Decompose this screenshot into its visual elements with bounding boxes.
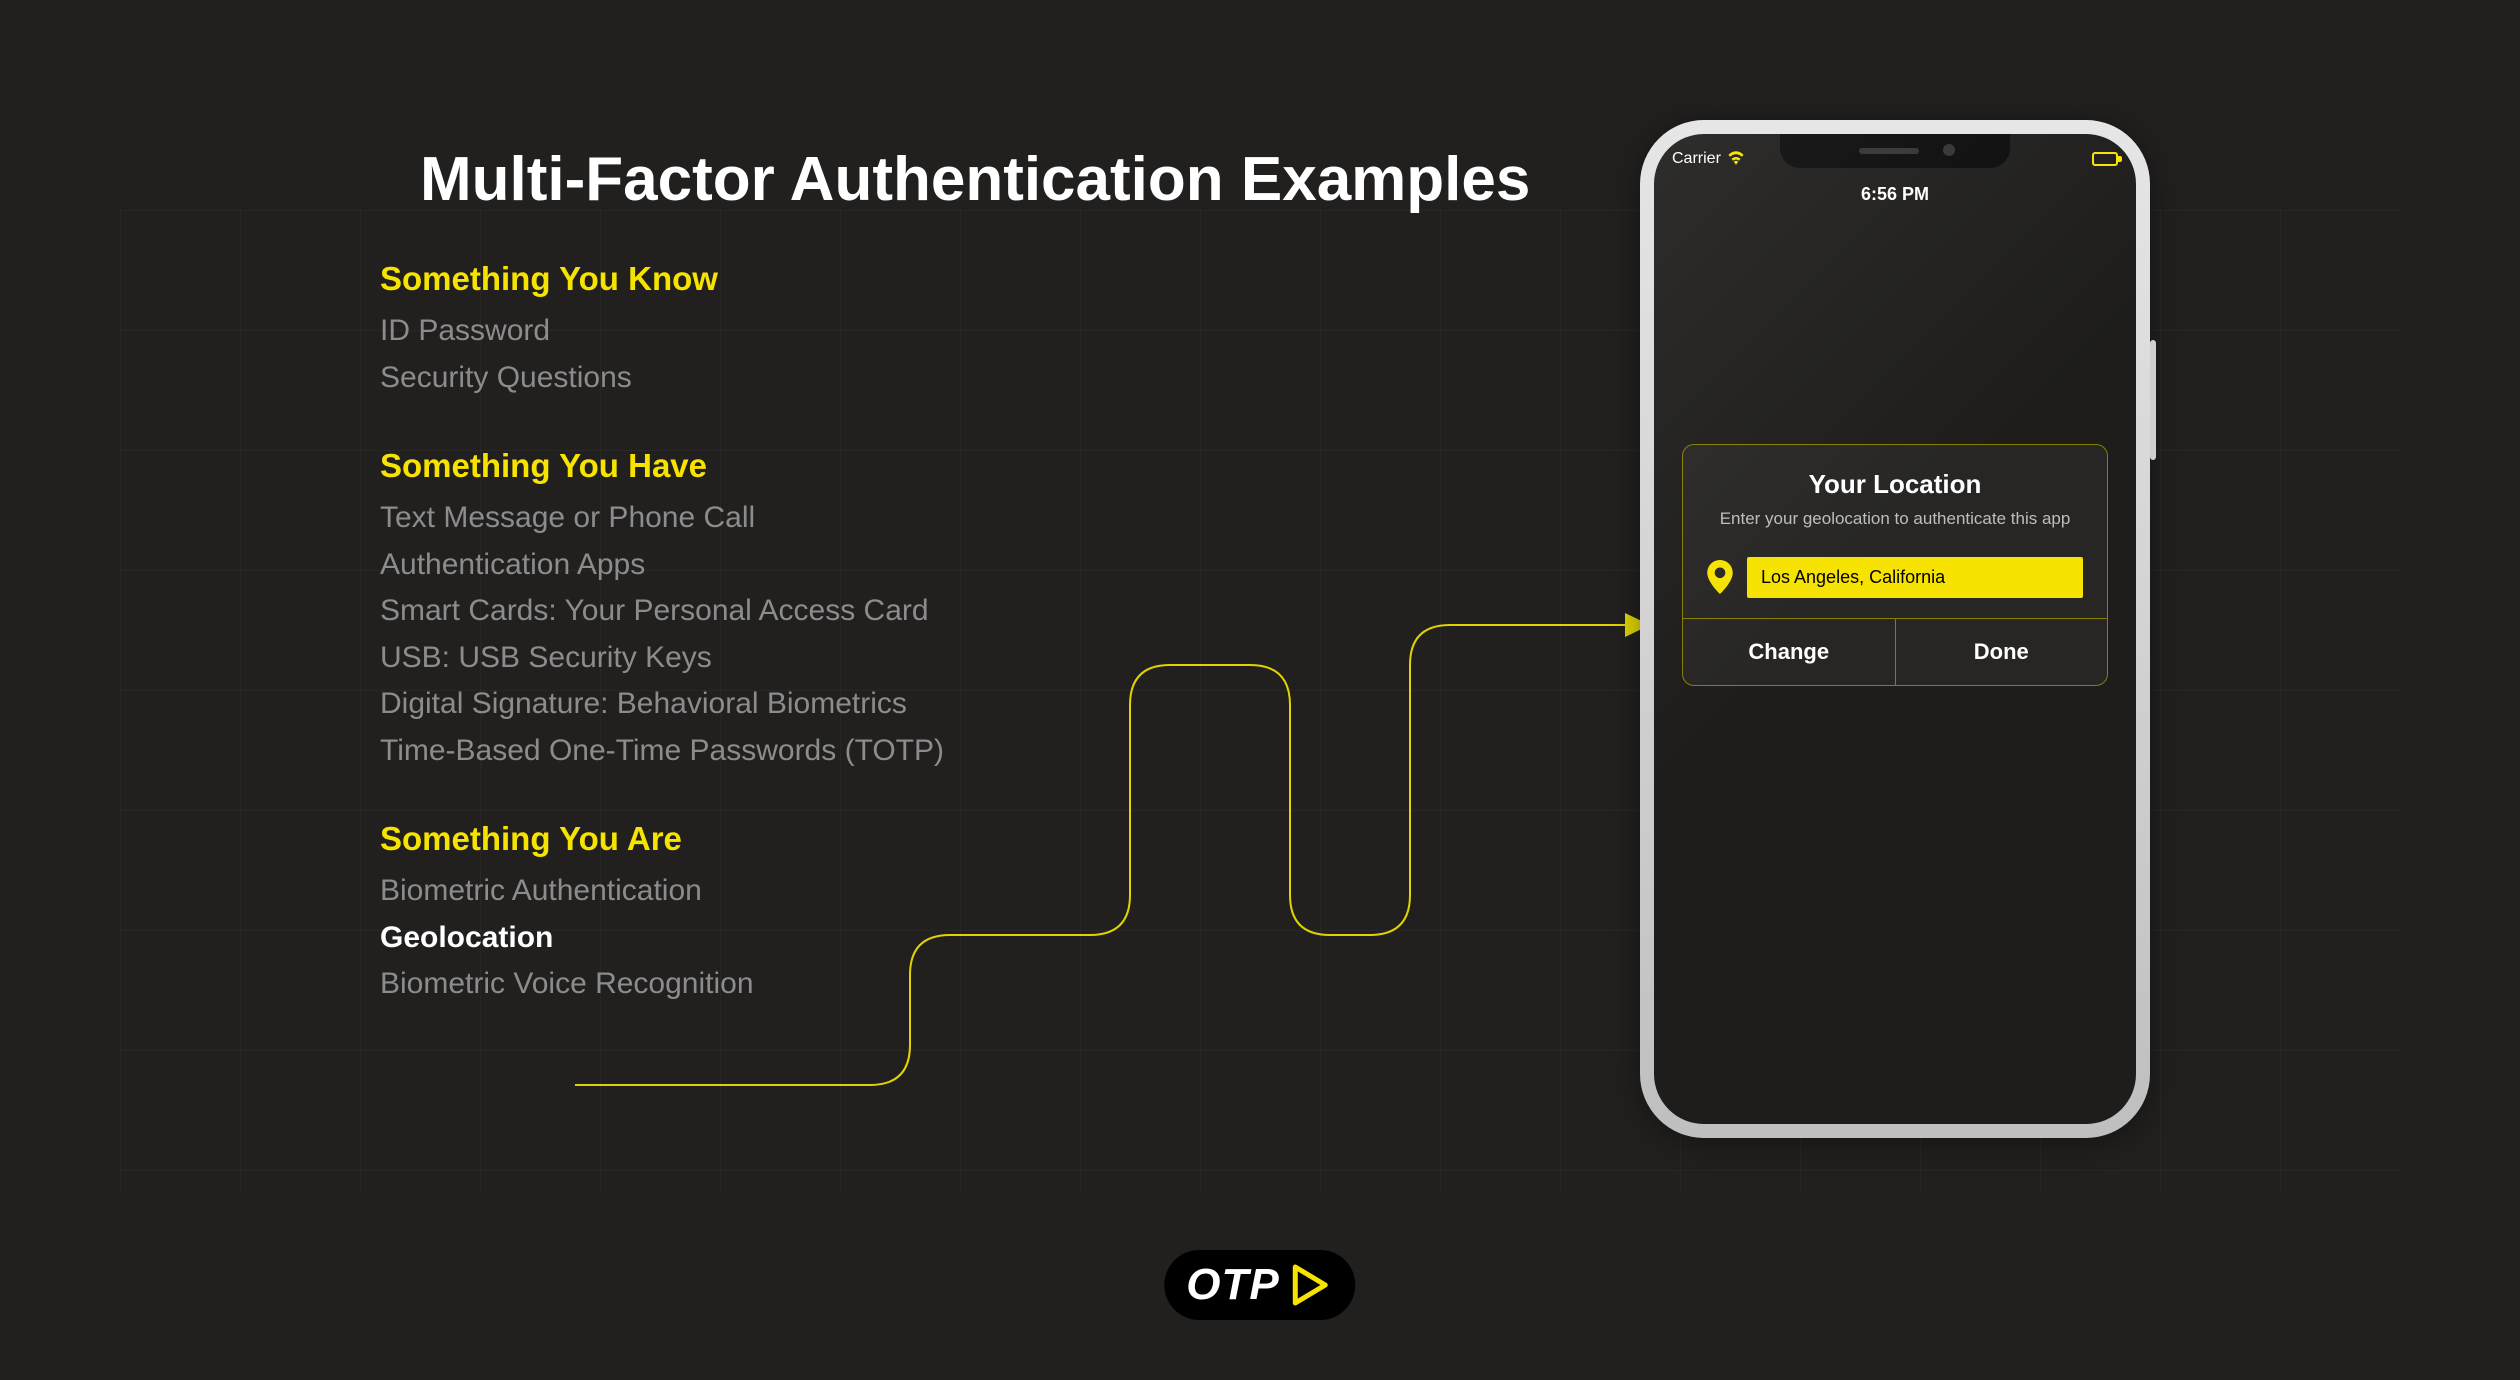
category-item: USB: USB Security Keys xyxy=(380,635,1280,682)
category-item: Smart Cards: Your Personal Access Card xyxy=(380,588,1280,635)
wifi-icon xyxy=(1727,149,1745,170)
category-item: Security Questions xyxy=(380,355,1280,402)
geo-card-buttons: Change Done xyxy=(1683,618,2107,685)
category-item: ID Password xyxy=(380,308,1280,355)
category-title: Something You Have xyxy=(380,447,1280,485)
geo-card-subtitle: Enter your geolocation to authenticate t… xyxy=(1707,508,2083,531)
status-bar: Carrier xyxy=(1672,144,2118,174)
geolocation-card: Your Location Enter your geolocation to … xyxy=(1682,444,2108,686)
battery-icon xyxy=(2092,152,2118,166)
slide-title: Multi-Factor Authentication Examples xyxy=(420,144,1530,215)
category-title: Something You Know xyxy=(380,260,1280,298)
category-item: Geolocation xyxy=(380,915,1280,962)
logo-text: OTP xyxy=(1186,1260,1279,1310)
done-button[interactable]: Done xyxy=(1895,619,2108,685)
category-title: Something You Are xyxy=(380,820,1280,858)
play-icon xyxy=(1288,1263,1332,1307)
phone-mockup: Carrier 6:56 PM Your Location Enter your… xyxy=(1640,120,2150,1138)
change-button[interactable]: Change xyxy=(1683,619,1895,685)
status-time: 6:56 PM xyxy=(1654,184,2136,205)
category-item: Time-Based One-Time Passwords (TOTP) xyxy=(380,728,1280,775)
mfa-categories: Something You Know ID PasswordSecurity Qu… xyxy=(380,260,1280,1054)
geolocation-input[interactable] xyxy=(1747,557,2083,598)
phone-screen: Carrier 6:56 PM Your Location Enter your… xyxy=(1654,134,2136,1124)
category-item: Authentication Apps xyxy=(380,542,1280,589)
category-item: Digital Signature: Behavioral Biometrics xyxy=(380,681,1280,728)
otp-logo: OTP xyxy=(1164,1250,1355,1320)
category-item: Biometric Voice Recognition xyxy=(380,961,1280,1008)
status-left: Carrier xyxy=(1672,149,1745,170)
geo-card-header: Your Location Enter your geolocation to … xyxy=(1683,445,2107,549)
geo-input-row xyxy=(1707,557,2083,598)
category-item: Text Message or Phone Call xyxy=(380,495,1280,542)
mfa-category: Something You Are Biometric Authenticatio… xyxy=(380,820,1280,1008)
carrier-label: Carrier xyxy=(1672,150,1721,168)
mfa-category: Something You Have Text Message or Phone … xyxy=(380,447,1280,774)
mfa-category: Something You Know ID PasswordSecurity Qu… xyxy=(380,260,1280,401)
category-item: Biometric Authentication xyxy=(380,868,1280,915)
location-pin-icon xyxy=(1707,560,1733,594)
geo-card-title: Your Location xyxy=(1707,469,2083,500)
